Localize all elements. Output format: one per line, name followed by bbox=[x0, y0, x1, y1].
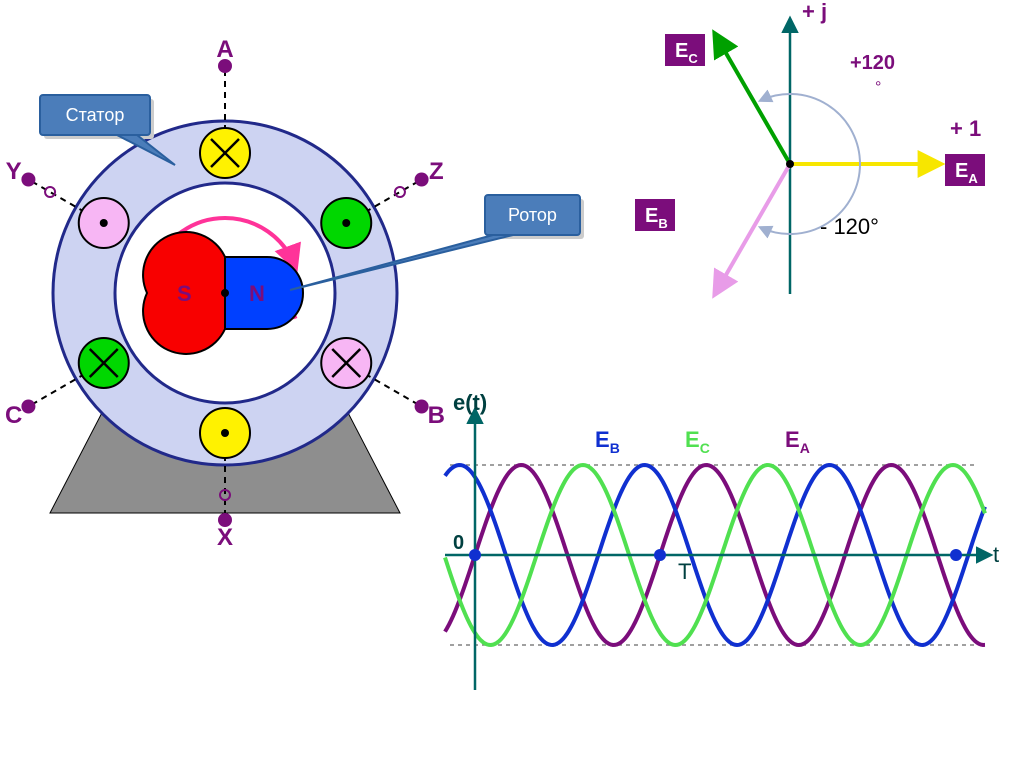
tick-dot bbox=[469, 549, 481, 561]
terminal-dot bbox=[415, 400, 429, 414]
slot-label-B: B bbox=[428, 402, 445, 429]
slot-label-Y: Y bbox=[6, 158, 22, 185]
stator-label: Статор bbox=[66, 105, 125, 125]
tick-dot bbox=[950, 549, 962, 561]
zero-label: 0 bbox=[453, 532, 464, 554]
slot-label-X: X bbox=[217, 524, 233, 551]
y-axis-label: e(t) bbox=[453, 390, 487, 415]
minus120-label: - 120° bbox=[820, 214, 879, 239]
slot-label-Z: Z bbox=[429, 158, 444, 185]
slot-label-C: C bbox=[5, 402, 22, 429]
j-axis-label: + j bbox=[802, 0, 827, 24]
terminal-dot bbox=[415, 173, 429, 187]
rotor-s-label: S bbox=[177, 281, 192, 306]
terminal-dot bbox=[21, 400, 35, 414]
period-label: T bbox=[678, 559, 691, 584]
rotor-label: Ротор bbox=[508, 205, 557, 225]
real-axis-label: + 1 bbox=[950, 116, 981, 141]
slot-label-A: A bbox=[216, 36, 233, 63]
rotor-n-label: N bbox=[249, 281, 265, 306]
plus120-label: +120 bbox=[850, 52, 895, 74]
phasor-label-EA: EA bbox=[945, 154, 985, 186]
tick-dot bbox=[654, 549, 666, 561]
phasor-label-EC: EC bbox=[665, 34, 705, 66]
phasor-label-EB: EB bbox=[635, 199, 675, 231]
x-axis-label: t bbox=[993, 542, 999, 567]
plus120-degree: ° bbox=[875, 79, 881, 96]
terminal-dot bbox=[21, 173, 35, 187]
